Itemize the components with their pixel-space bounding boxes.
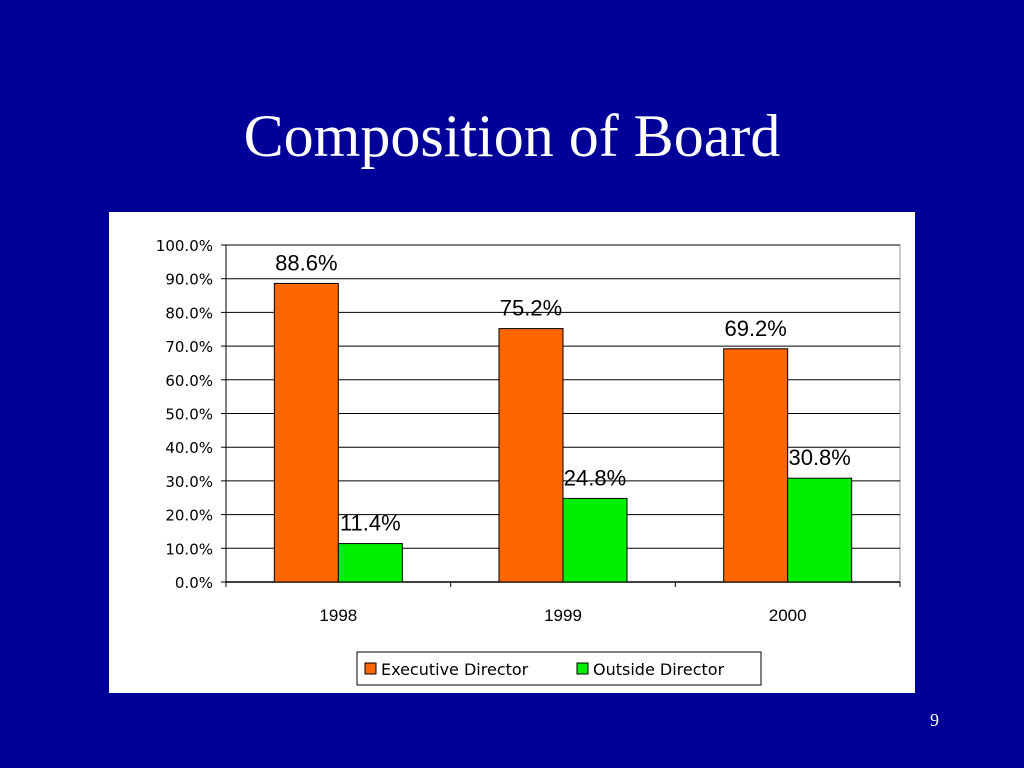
bar-executive (723, 348, 789, 583)
y-tick-label: 20.0% (165, 507, 213, 525)
legend-swatch (364, 662, 377, 675)
data-label: 75.2% (500, 296, 562, 321)
y-tick-label: 90.0% (165, 271, 213, 289)
bar-executive (273, 282, 339, 583)
y-tick-label: 70.0% (165, 338, 213, 356)
y-tick-label: 80.0% (165, 304, 213, 322)
bar-chart: 0.0% 10.0% 20.0% 30.0% 40.0% 50.0% 60.0% 70.0% 8… (156, 237, 901, 686)
legend: Executive Director Outside Director (356, 651, 762, 686)
legend-label: Outside Director (593, 660, 725, 679)
bar-outside (562, 497, 628, 583)
y-tick-label: 60.0% (165, 372, 213, 390)
bar-executive (498, 328, 564, 583)
bar-outside (337, 543, 403, 583)
legend-box (356, 651, 762, 686)
chart-panel: 0.0% 10.0% 20.0% 30.0% 40.0% 50.0% 60.0% 70.0% 8… (109, 212, 915, 693)
y-tick-label: 10.0% (165, 540, 213, 558)
data-label: 11.4% (340, 511, 401, 536)
bar-outside (787, 477, 853, 583)
y-tick-label: 50.0% (165, 406, 213, 424)
slide-number: 9 (930, 710, 939, 730)
y-tick-label: 40.0% (165, 439, 213, 457)
x-tick-label: 2000 (769, 606, 807, 625)
x-tick-label: 1998 (319, 606, 357, 625)
data-label: 69.2% (724, 316, 786, 341)
legend-label: Executive Director (381, 660, 529, 679)
data-label: 30.8% (788, 445, 850, 470)
slide-title: Composition of Board (243, 103, 781, 169)
y-tick-label: 0.0% (175, 574, 213, 592)
y-tick-label: 30.0% (165, 473, 213, 491)
data-label: 24.8% (564, 465, 626, 490)
legend-swatch (576, 662, 589, 675)
y-tick-label: 100.0% (156, 237, 213, 255)
data-label: 88.6% (275, 250, 337, 275)
x-tick-label: 1999 (544, 606, 582, 625)
